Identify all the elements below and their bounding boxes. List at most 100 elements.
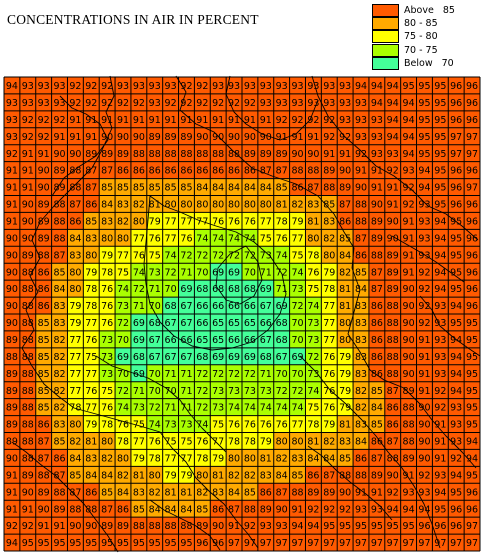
cell-value: 93 (291, 98, 303, 109)
cell-value: 87 (387, 386, 399, 397)
cell-value: 85 (117, 183, 129, 194)
grid-cell (83, 466, 100, 484)
cell-value: 78 (307, 420, 319, 431)
grid-cell (353, 330, 370, 349)
cell-value: 94 (434, 233, 446, 244)
grid-cell (321, 483, 338, 501)
cell-value: 76 (180, 233, 192, 244)
cell-value: 85 (53, 267, 65, 278)
cell-value: 80 (212, 200, 224, 211)
cell-value: 81 (339, 420, 351, 431)
cell-value: 91 (339, 149, 351, 160)
cell-value: 91 (6, 200, 18, 211)
cell-value: 87 (387, 437, 399, 448)
cell-value: 76 (323, 386, 335, 397)
cell-value: 93 (450, 420, 462, 431)
grid-cell (448, 161, 465, 179)
cell-value: 96 (466, 250, 478, 261)
cell-value: 73 (260, 386, 272, 397)
cell-value: 82 (323, 233, 335, 244)
grid-cell (321, 144, 338, 162)
grid-cell (115, 347, 132, 366)
cell-value: 88 (22, 403, 34, 414)
cell-value: 84 (53, 284, 65, 295)
cell-value: 76 (101, 318, 113, 329)
grid-cell (51, 280, 68, 298)
grid-cell (464, 144, 481, 162)
cell-value: 93 (6, 115, 18, 126)
cell-value: 86 (371, 369, 383, 380)
cell-value: 82 (339, 267, 351, 278)
grid-cell (115, 127, 132, 146)
grid-cell (115, 77, 132, 95)
grid-cell (146, 280, 163, 298)
cell-value: 87 (323, 470, 335, 481)
legend-entry: Below 70 (372, 56, 482, 70)
cell-value: 92 (69, 81, 81, 92)
legend-label: 75 - 80 (404, 31, 438, 43)
cell-value: 92 (38, 115, 50, 126)
cell-value: 67 (149, 335, 161, 346)
grid-cell (178, 381, 195, 399)
cell-value: 85 (180, 183, 192, 194)
cell-value: 80 (244, 453, 256, 464)
cell-value: 91 (291, 504, 303, 515)
grid-cell (242, 212, 259, 230)
cell-value: 95 (434, 132, 446, 143)
cell-value: 89 (244, 149, 256, 160)
cell-value: 77 (69, 335, 81, 346)
grid-cell (51, 432, 68, 450)
grid-cell (353, 161, 370, 179)
cell-value: 93 (38, 98, 50, 109)
cell-value: 72 (276, 386, 288, 397)
cell-value: 67 (149, 352, 161, 363)
cell-value: 68 (133, 352, 145, 363)
grid-cell (337, 314, 354, 332)
cell-value: 70 (149, 301, 161, 312)
grid-cell (162, 229, 179, 247)
cell-value: 78 (276, 216, 288, 227)
grid-cell (146, 398, 163, 416)
cell-value: 89 (276, 149, 288, 160)
grid-cell (289, 449, 306, 467)
cell-value: 83 (339, 437, 351, 448)
grid-cell (464, 449, 481, 467)
cell-value: 83 (355, 369, 367, 380)
grid-cell (226, 364, 243, 383)
grid-cell (35, 500, 52, 518)
grid-cell (321, 297, 338, 315)
grid-cell (194, 466, 211, 484)
cell-value: 92 (6, 149, 18, 160)
grid-cell (99, 364, 116, 383)
cell-value: 86 (244, 166, 256, 177)
grid-cells: 94 93 93 93 92 92 92 93 93 93 93 92 92 93 93 93 93 93 93 93… (4, 77, 481, 552)
cell-value: 90 (403, 335, 415, 346)
grid-cell (146, 449, 163, 467)
grid-cell (162, 381, 179, 399)
cell-value: 71 (149, 284, 161, 295)
grid-cell (416, 195, 433, 213)
grid-cell (273, 415, 290, 433)
grid-cell (464, 398, 481, 416)
grid-cell (242, 93, 259, 112)
cell-value: 66 (228, 301, 240, 312)
grid-cell (194, 263, 211, 281)
cell-value: 93 (212, 81, 224, 92)
grid-cell (384, 144, 401, 162)
grid-cell (305, 364, 322, 383)
cell-value: 95 (418, 115, 430, 126)
grid-cell (368, 534, 386, 552)
grid-cell (130, 212, 148, 230)
grid-cell (337, 93, 354, 112)
cell-value: 89 (117, 149, 129, 160)
cell-value: 92 (434, 403, 446, 414)
grid-cell (257, 212, 275, 230)
grid-cell (321, 77, 338, 95)
cell-value: 88 (53, 216, 65, 227)
cell-value: 83 (53, 420, 65, 431)
grid-cell (273, 297, 290, 315)
cell-value: 88 (133, 149, 145, 160)
cell-value: 97 (260, 538, 272, 549)
grid-cell (4, 330, 21, 349)
cell-value: 88 (387, 453, 399, 464)
